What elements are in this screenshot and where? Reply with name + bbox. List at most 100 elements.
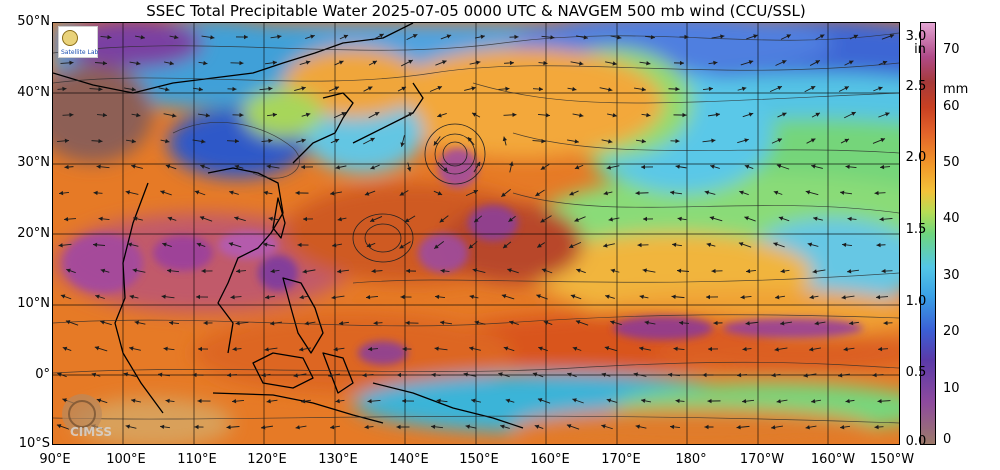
wind-arrow — [364, 424, 374, 430]
wind-arrow — [463, 372, 477, 377]
wind-arrow — [264, 294, 276, 300]
lon-label-110e: 110°E — [177, 452, 217, 467]
wind-arrow — [574, 164, 584, 170]
wind-arrow — [167, 216, 177, 221]
wind-arrow — [569, 190, 579, 196]
wind-arrow — [804, 85, 816, 93]
wind-arrow — [337, 216, 347, 222]
wind-arrow — [400, 135, 405, 147]
wind-arrow — [811, 112, 821, 118]
wind-arrow — [468, 241, 478, 249]
wind-arrow — [538, 346, 548, 352]
wind-arrow — [501, 294, 515, 300]
wind-arrow — [131, 398, 141, 403]
wind-arrow — [166, 268, 180, 273]
wind-arrow — [333, 347, 345, 352]
wind-arrow — [742, 346, 752, 352]
wind-arrow — [532, 372, 544, 378]
wind-arrow — [668, 86, 680, 92]
wind-arrow — [713, 320, 723, 326]
wind-arrow — [363, 86, 373, 92]
wind-arrow — [430, 424, 444, 429]
wind-arrow — [610, 35, 622, 40]
wind-arrow — [635, 424, 647, 429]
wind-arrow — [572, 398, 584, 404]
wind-arrow — [270, 321, 282, 326]
wind-arrows — [56, 33, 895, 430]
wind-arrow — [679, 34, 689, 40]
wind-arrow — [540, 215, 552, 223]
wind-arrow — [400, 59, 414, 67]
wind-arrow — [232, 346, 242, 352]
wind-arrow — [501, 188, 511, 198]
wind-arrow — [872, 138, 886, 144]
wind-arrow — [673, 112, 687, 118]
wind-arrow — [302, 269, 316, 274]
wind-arrow — [365, 294, 379, 300]
colorbar-in-tick: 3.0 — [905, 29, 927, 44]
wind-arrow — [667, 372, 681, 377]
wind-arrow — [635, 138, 647, 144]
wind-arrow — [806, 138, 816, 144]
wind-arrow — [745, 321, 759, 326]
wind-arrow — [702, 372, 714, 378]
wind-arrow — [433, 241, 445, 249]
wind-arrow — [266, 164, 280, 169]
wind-arrow — [774, 347, 788, 352]
wind-arrow — [163, 113, 177, 118]
wind-arrow — [711, 268, 723, 274]
wind-arrow — [197, 346, 209, 352]
wind-arrow — [605, 294, 615, 299]
wind-arrow — [56, 424, 70, 430]
wind-arrow — [839, 190, 853, 195]
lon-label-160e: 160°E — [530, 452, 570, 467]
wind-arrow — [469, 346, 481, 351]
wind-arrow — [125, 424, 137, 429]
wind-arrow — [540, 163, 550, 171]
colorbar-unit-in: in — [914, 42, 926, 57]
wind-arrow — [201, 35, 215, 40]
wind-arrow — [572, 346, 582, 351]
colorbar — [920, 22, 936, 445]
wind-arrow — [845, 398, 855, 404]
wind-arrow — [328, 86, 340, 92]
wind-arrow — [58, 243, 72, 248]
wind-arrow — [673, 346, 685, 352]
wind-arrow — [302, 216, 314, 222]
wind-arrow — [740, 294, 752, 300]
wind-arrow — [165, 398, 175, 404]
wind-arrow — [125, 139, 137, 144]
wind-arrow — [124, 87, 136, 92]
wind-arrow — [98, 216, 110, 222]
wind-arrow — [678, 320, 690, 326]
wind-arrow — [541, 35, 555, 40]
wind-arrow — [634, 87, 646, 92]
wind-arrow — [705, 294, 719, 300]
wind-arrow — [807, 242, 819, 247]
lat-label-40n: 40°N — [17, 85, 50, 100]
wind-arrow — [396, 372, 408, 378]
wind-arrow — [201, 268, 213, 274]
wind-arrow — [304, 321, 316, 326]
wind-arrow — [469, 60, 481, 65]
wind-arrow — [473, 215, 483, 223]
wind-arrow — [57, 86, 67, 92]
wind-arrow — [843, 347, 855, 352]
wind-arrow — [599, 87, 613, 92]
wind-arrow — [707, 112, 721, 117]
wind-arrow — [263, 242, 275, 247]
wind-arrow — [669, 190, 683, 195]
wind-arrow — [363, 137, 375, 145]
wind-arrow — [270, 34, 282, 39]
wind-arrow — [159, 424, 171, 430]
lon-label-150e: 150°E — [459, 452, 499, 467]
wind-arrow — [538, 60, 548, 66]
wind-arrow — [158, 87, 170, 92]
wind-arrow — [404, 215, 416, 223]
wind-arrow — [226, 372, 238, 378]
wind-arrow — [507, 268, 519, 274]
wind-arrow — [299, 60, 311, 66]
colorbar-mm-tick: 50 — [943, 155, 960, 170]
wind-arrow — [338, 320, 350, 326]
wind-arrow — [742, 112, 754, 118]
